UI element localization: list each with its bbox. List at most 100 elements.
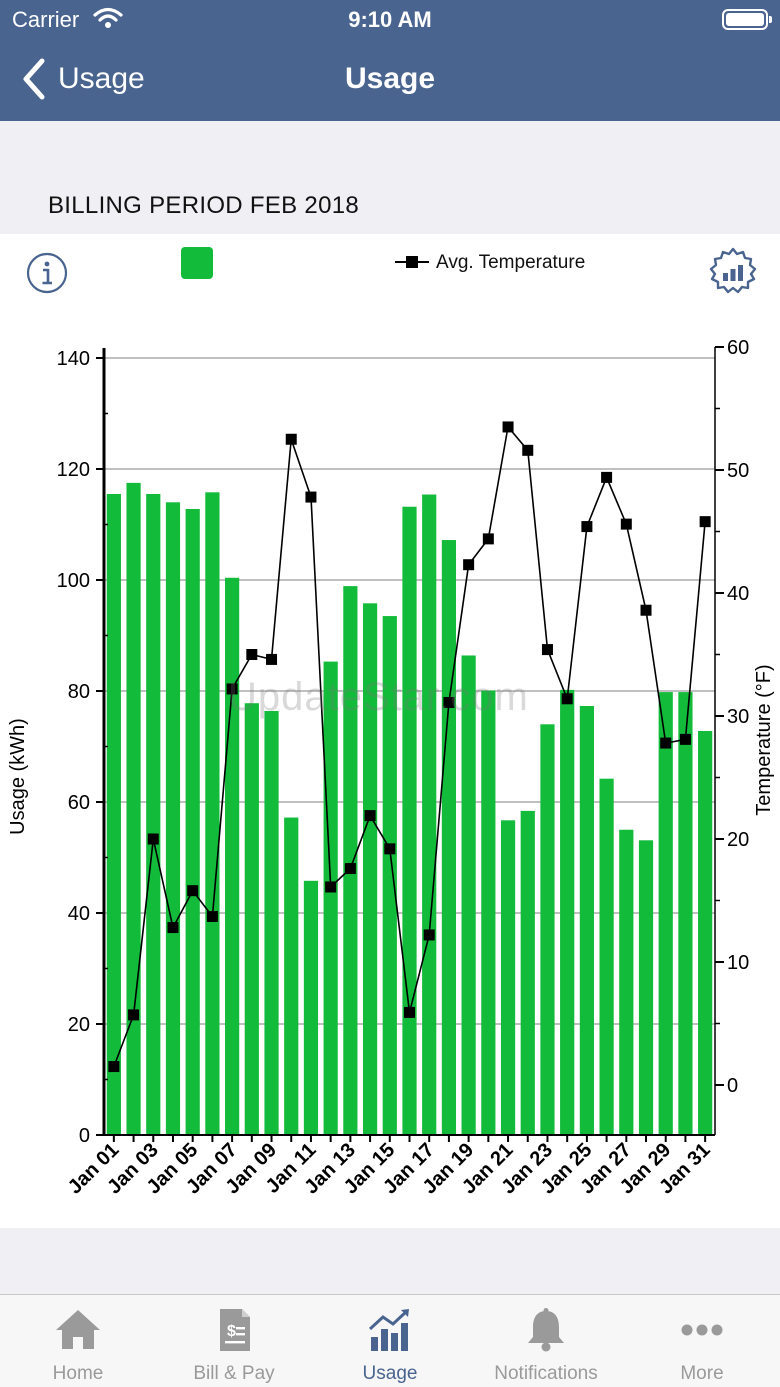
wifi-icon	[93, 7, 123, 28]
left-axis-tick-label: 140	[57, 348, 90, 370]
temperature-point	[660, 737, 672, 749]
tab-notifications[interactable]: Notifications	[468, 1295, 624, 1387]
temperature-point	[541, 644, 553, 656]
right-axis-title: Temperature (°F)	[753, 664, 775, 815]
usage-bar	[205, 492, 220, 1135]
svg-text:$: $	[227, 1323, 236, 1340]
usage-bar	[146, 493, 161, 1136]
usage-bar	[520, 810, 535, 1135]
usage-bar	[225, 577, 240, 1135]
left-axis-title: Usage (kWh)	[7, 718, 29, 835]
temperature-point	[640, 604, 652, 616]
temperature-point	[285, 433, 297, 445]
navigation-bar: Carrier 9:10 AM Usage Usage	[0, 0, 780, 121]
usage-bar	[599, 778, 614, 1135]
temperature-point	[502, 421, 514, 433]
usage-bar	[185, 508, 200, 1136]
temperature-point	[561, 693, 573, 705]
temperature-point	[463, 559, 475, 571]
chart-settings-icon[interactable]	[708, 246, 758, 296]
right-axis-tick-label: 10	[727, 952, 749, 974]
left-axis-tick-label: 20	[68, 1014, 90, 1036]
usage-bar	[244, 703, 259, 1135]
usage-bar	[619, 829, 634, 1135]
usage-bar	[441, 540, 457, 1135]
back-button[interactable]: Usage	[20, 56, 145, 102]
status-bar: Carrier 9:10 AM	[0, 0, 780, 40]
tab-more-label: More	[680, 1363, 724, 1384]
temperature-point	[620, 518, 632, 530]
left-axis-tick-label: 60	[68, 792, 90, 814]
usage-bar	[698, 730, 713, 1135]
back-button-label: Usage	[58, 62, 145, 95]
tab-bar: Home $ Bill & Pay Usage	[0, 1294, 780, 1387]
tab-bill-pay[interactable]: $ Bill & Pay	[156, 1295, 312, 1387]
right-axis-tick-label: 60	[727, 337, 749, 359]
usage-bar	[303, 880, 319, 1135]
usage-bar	[678, 692, 693, 1135]
usage-bar	[264, 710, 279, 1135]
usage-bar	[638, 840, 654, 1135]
usage-bar	[323, 661, 338, 1135]
right-axis-tick-label: 0	[727, 1075, 738, 1097]
usage-bar	[481, 690, 496, 1135]
temperature-point	[246, 649, 258, 660]
right-axis-tick-label: 30	[727, 706, 749, 728]
usage-bar	[165, 502, 181, 1135]
tab-more[interactable]: More	[624, 1295, 780, 1387]
temperature-point	[187, 885, 199, 897]
battery-icon	[722, 9, 772, 30]
info-icon[interactable]	[26, 252, 68, 294]
usage-bar	[461, 655, 476, 1135]
temperature-point	[206, 910, 218, 922]
tab-bill-pay-label: Bill & Pay	[193, 1363, 275, 1384]
page-title: Usage	[344, 62, 436, 95]
left-axis-tick-label: 0	[79, 1125, 90, 1147]
usage-bar	[402, 506, 417, 1135]
bill-icon: $	[220, 1309, 250, 1351]
usage-bar	[362, 603, 378, 1135]
more-icon	[681, 1324, 723, 1336]
temperature-point	[167, 922, 179, 934]
temperature-point	[423, 929, 435, 941]
left-axis-tick-label: 100	[57, 570, 90, 592]
temperature-point	[679, 733, 691, 745]
bell-icon	[528, 1308, 564, 1352]
temperature-legend-label: Avg. Temperature	[436, 252, 586, 273]
usage-bar	[126, 482, 141, 1135]
billing-period-header: BILLING PERIOD FEB 2018	[48, 192, 360, 219]
usage-legend-swatch	[181, 247, 213, 279]
chevron-left-icon	[23, 58, 45, 100]
temperature-point	[344, 863, 356, 875]
temperature-legend-marker	[395, 256, 429, 268]
temperature-point	[305, 491, 317, 503]
tab-home[interactable]: Home	[0, 1295, 156, 1387]
right-axis-tick-label: 40	[727, 583, 749, 605]
temperature-point	[364, 810, 376, 822]
temperature-point	[384, 843, 396, 855]
temperature-point	[699, 516, 711, 528]
status-time: 9:10 AM	[348, 7, 432, 32]
left-axis-tick-label: 80	[68, 681, 90, 703]
usage-bar	[343, 586, 358, 1135]
temperature-point	[325, 881, 337, 893]
temperature-point	[404, 1006, 415, 1018]
usage-bar	[382, 616, 397, 1135]
temperature-point	[581, 521, 593, 533]
temperature-point	[108, 1061, 120, 1073]
right-axis-tick-label: 50	[727, 460, 749, 482]
usage-icon	[368, 1309, 409, 1351]
tab-usage[interactable]: Usage	[312, 1295, 468, 1387]
tab-notifications-label: Notifications	[494, 1363, 598, 1384]
usage-bar	[106, 493, 121, 1136]
usage-bar	[560, 689, 575, 1135]
usage-bar	[658, 692, 673, 1135]
temperature-point	[266, 653, 278, 665]
tab-usage-label: Usage	[362, 1363, 418, 1384]
usage-bar	[284, 817, 299, 1135]
usage-bar	[500, 820, 516, 1135]
temperature-point	[522, 444, 534, 456]
carrier-label: Carrier	[12, 7, 80, 32]
